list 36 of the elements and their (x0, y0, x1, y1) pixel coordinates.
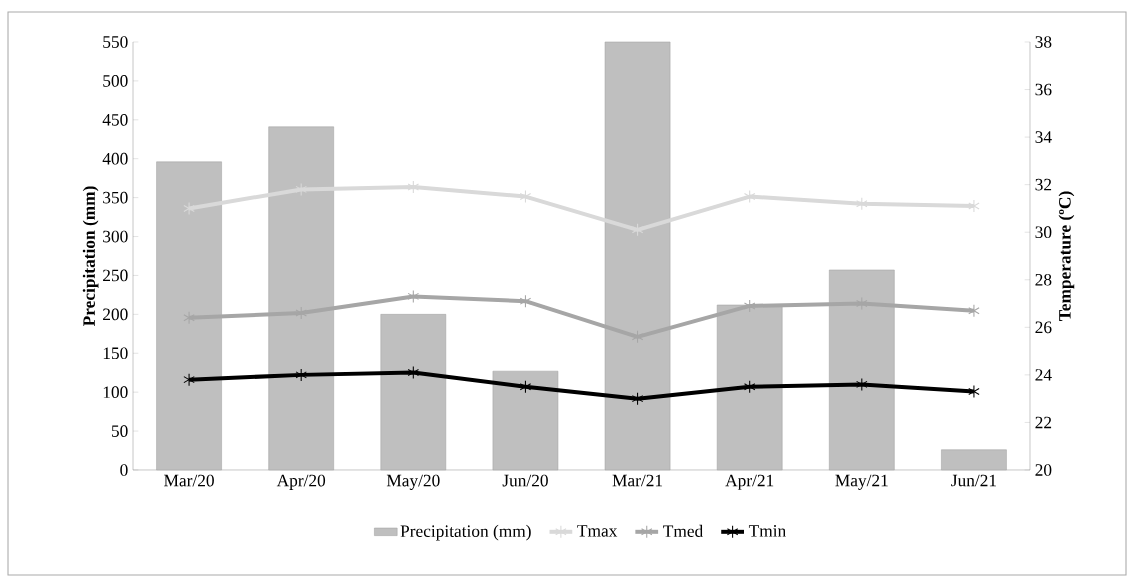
y-tick-label: 200 (103, 308, 128, 321)
y-axis-title: Precipitation (mm) (82, 186, 99, 327)
y2-tick-label: 24 (1035, 369, 1052, 381)
x-tick-label: Apr/20 (276, 474, 326, 490)
y-tick-label: 450 (102, 113, 128, 126)
y-tick-label: 250 (103, 269, 128, 282)
y-tick-label: 400 (102, 152, 128, 165)
y2-tick-label: 32 (1035, 178, 1052, 191)
y-tick-label: 500 (103, 75, 128, 87)
y-tick-label: 100 (103, 386, 128, 399)
legend-label: Tmin (748, 525, 786, 537)
legend-label: Tmed (663, 524, 704, 537)
x-tick-label: May/21 (835, 474, 888, 490)
y2-tick-label: 38 (1035, 36, 1052, 48)
y-tick-label: 550 (103, 36, 128, 48)
x-tick-label: May/20 (386, 474, 440, 490)
y2-axis-title: Temperature (ºC) (1058, 191, 1075, 321)
y-tick-label: 300 (103, 230, 128, 243)
x-tick-label: Jun/21 (951, 474, 997, 487)
y-tick-label: 50 (111, 425, 128, 437)
x-tick-label: Mar/20 (164, 474, 214, 487)
y2-tick-label: 30 (1035, 226, 1052, 239)
legend-label: Tmax (577, 525, 618, 537)
y2-tick-label: 34 (1035, 131, 1052, 143)
x-tick-label: Apr/21 (725, 474, 774, 490)
x-tick-label: Mar/21 (612, 474, 663, 487)
legend-label: Precipitation (mm) (400, 524, 531, 541)
y2-tick-label: 28 (1035, 273, 1052, 286)
y-tick-label: 350 (103, 191, 128, 204)
x-tick-label: Jun/20 (502, 474, 548, 487)
y2-tick-label: 22 (1035, 416, 1052, 429)
y2-tick-label: 36 (1035, 83, 1052, 96)
y2-tick-label: 26 (1035, 321, 1052, 334)
y2-tick-label: 20 (1035, 464, 1052, 476)
y-tick-label: 150 (103, 347, 128, 360)
y-tick-label: 0 (120, 464, 128, 476)
